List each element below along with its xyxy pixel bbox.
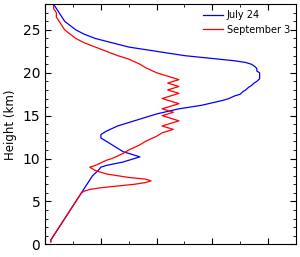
September 3 (116, 185, 119, 188)
Legend: July 24, September 3: July 24, September 3 (200, 6, 294, 39)
September 3 (49, 240, 52, 243)
July 24 (252, 81, 256, 85)
July 24 (127, 152, 130, 155)
September 3 (155, 135, 158, 138)
September 3 (172, 104, 175, 107)
July 24 (216, 58, 220, 61)
September 3 (52, 3, 56, 6)
September 3 (172, 80, 175, 83)
Line: July 24: July 24 (51, 4, 260, 242)
September 3 (138, 143, 142, 146)
September 3 (99, 171, 103, 174)
Line: September 3: September 3 (51, 4, 179, 242)
Y-axis label: Height (km): Height (km) (4, 89, 17, 160)
July 24 (80, 191, 83, 194)
July 24 (63, 20, 67, 23)
July 24 (49, 240, 52, 243)
July 24 (183, 54, 186, 57)
July 24 (52, 3, 56, 6)
